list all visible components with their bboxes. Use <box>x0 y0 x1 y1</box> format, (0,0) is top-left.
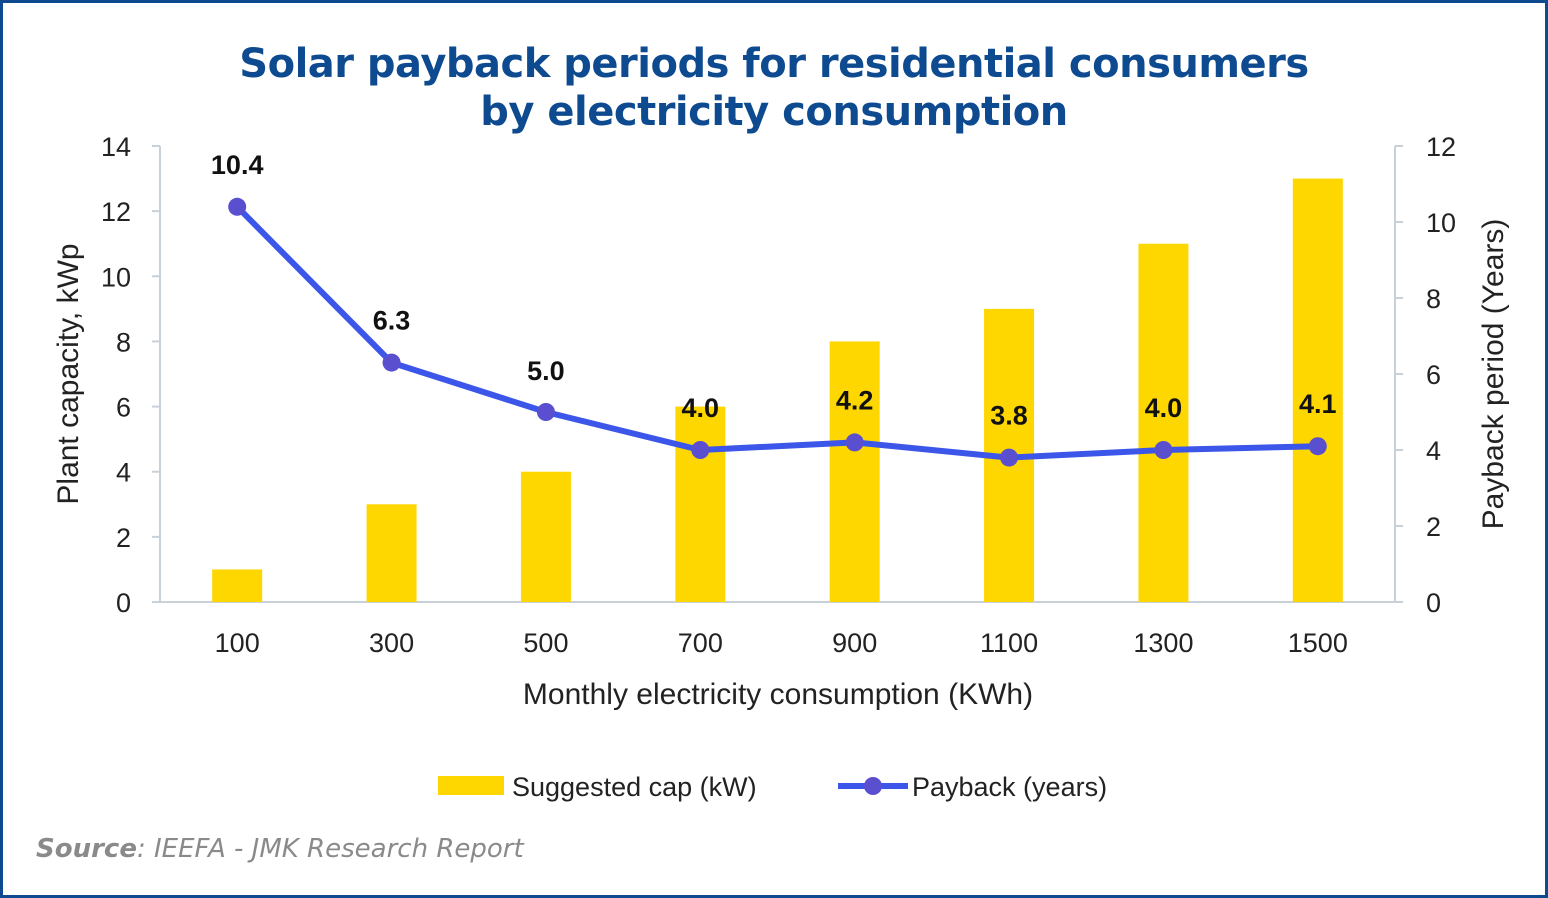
bar <box>366 504 417 602</box>
right-tick-label: 6 <box>1426 360 1441 390</box>
legend-line-marker <box>864 777 882 795</box>
left-tick-label: 10 <box>101 262 131 292</box>
chart-title: Solar payback periods for residential co… <box>0 40 1548 136</box>
left-tick-label: 8 <box>116 327 131 357</box>
payback-point <box>536 403 555 421</box>
right-tick-label: 8 <box>1426 284 1441 314</box>
left-tick-label: 12 <box>101 197 131 227</box>
chart-title-line-1: Solar payback periods for residential co… <box>239 41 1309 87</box>
right-tick-label: 4 <box>1426 436 1441 466</box>
payback-data-label: 4.0 <box>682 393 720 423</box>
x-tick-label: 500 <box>523 628 568 658</box>
bar <box>1138 243 1189 602</box>
x-tick-label: 1500 <box>1288 628 1348 658</box>
source-note: Source: IEEFA - JMK Research Report <box>36 834 524 864</box>
bar <box>675 406 726 602</box>
payback-data-label: 4.0 <box>1145 393 1183 423</box>
source-text: : IEEFA - JMK Research Report <box>136 834 524 864</box>
payback-data-label: 10.4 <box>211 150 264 180</box>
bar <box>829 341 880 602</box>
right-tick-label: 2 <box>1426 512 1441 542</box>
payback-data-label: 3.8 <box>990 401 1028 431</box>
payback-data-label: 6.3 <box>373 306 411 336</box>
legend-line-label: Payback (years) <box>912 772 1107 802</box>
legend-bar-label: Suggested cap (kW) <box>512 772 757 802</box>
right-tick-label: 12 <box>1426 132 1456 162</box>
bar <box>1292 178 1343 603</box>
payback-point <box>228 197 247 216</box>
x-axis-title: Monthly electricity consumption (KWh) <box>523 678 1033 711</box>
left-tick-label: 14 <box>101 132 131 162</box>
payback-point <box>845 433 864 452</box>
payback-data-label: 4.2 <box>836 385 874 415</box>
right-tick-label: 0 <box>1426 588 1441 618</box>
chart-title-line-2: by electricity consumption <box>480 89 1068 135</box>
y2-axis-title: Payback period (Years) <box>1477 219 1510 530</box>
payback-data-label: 5.0 <box>527 356 565 386</box>
y-axis-title: Plant capacity, kWp <box>52 243 85 504</box>
payback-data-label: 4.1 <box>1299 389 1337 419</box>
payback-point <box>1308 437 1327 456</box>
payback-point <box>1000 448 1019 467</box>
x-tick-label: 100 <box>215 628 260 658</box>
x-tick-label: 300 <box>369 628 414 658</box>
x-tick-label: 1300 <box>1133 628 1193 658</box>
source-label: Source <box>36 834 137 864</box>
left-tick-label: 2 <box>116 523 131 553</box>
payback-point <box>382 353 401 372</box>
payback-point <box>691 441 710 459</box>
left-tick-label: 4 <box>116 458 131 488</box>
bar <box>520 471 571 602</box>
x-tick-label: 1100 <box>980 628 1038 658</box>
bar <box>212 569 263 602</box>
left-tick-label: 6 <box>116 393 131 423</box>
x-tick-label: 700 <box>678 628 723 658</box>
left-tick-label: 0 <box>116 588 131 618</box>
payback-line <box>235 204 1318 461</box>
right-tick-label: 10 <box>1426 208 1456 238</box>
payback-point <box>1154 441 1173 459</box>
legend-bar-swatch <box>438 776 504 795</box>
x-tick-label: 900 <box>832 628 877 658</box>
